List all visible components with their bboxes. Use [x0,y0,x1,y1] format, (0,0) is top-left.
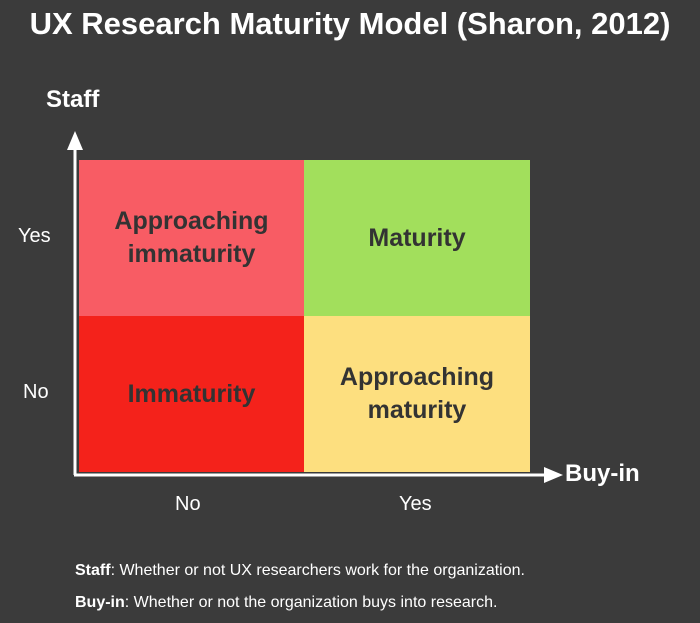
legend-staff-text: : Whether or not UX researchers work for… [110,562,525,579]
quadrant-label: Immaturity [127,379,256,408]
page-title: UX Research Maturity Model (Sharon, 2012… [29,6,671,41]
quadrant-label: Approaching maturity [339,363,495,424]
x-tick-no: No [175,493,201,515]
y-axis-title: Staff [46,86,100,113]
quadrant-label: Maturity [368,223,466,252]
x-axis-title: Buy-in [565,460,640,487]
y-tick-yes: Yes [18,225,51,247]
y-axis-arrowhead [67,131,83,150]
x-tick-yes: Yes [399,493,432,515]
legend-staff: Staff: Whether or not UX researchers wor… [75,562,525,580]
quadrant-approaching-immaturity: Approaching immaturity [79,160,304,316]
legend-buyin: Buy-in: Whether or not the organization … [75,594,497,612]
quadrant-maturity: Maturity [304,160,530,316]
legend-buyin-term: Buy-in [75,594,125,611]
legend-staff-term: Staff [75,562,111,579]
y-tick-no: No [23,381,49,403]
x-axis-arrowhead [544,467,563,483]
quadrant-approaching-maturity: Approaching maturity [304,316,530,472]
quadrant-label: Approaching immaturity [114,207,269,268]
quadrant-immaturity: Immaturity [79,316,304,472]
legend-buyin-text: : Whether or not the organization buys i… [124,594,498,611]
